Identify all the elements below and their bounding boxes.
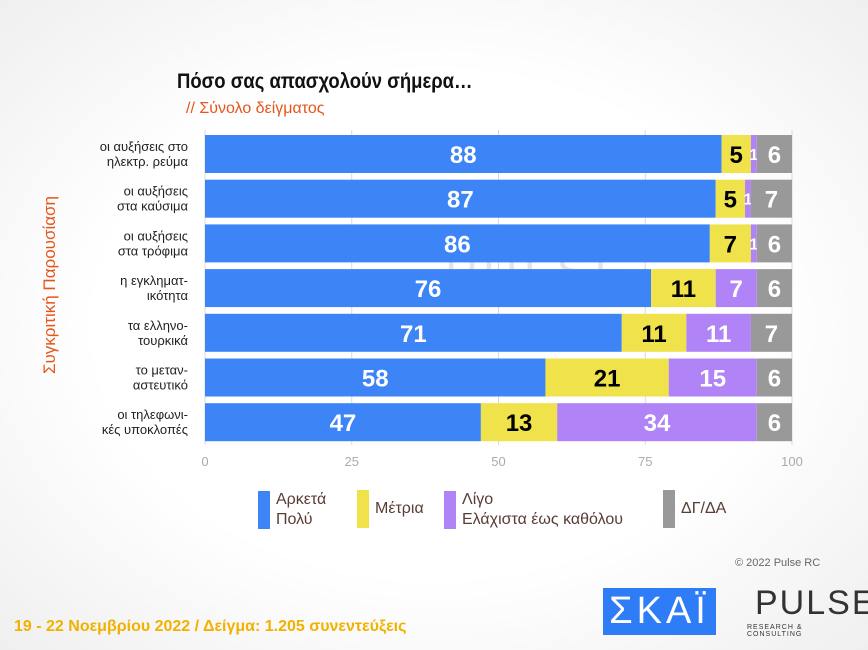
bar-segment xyxy=(745,179,751,218)
legend-label: Μέτρια xyxy=(375,500,424,517)
data-label: 58 xyxy=(362,366,389,393)
category-label: ικότητα xyxy=(147,288,189,303)
bar-segment xyxy=(205,179,716,218)
data-label: 21 xyxy=(594,366,621,393)
data-label: 11 xyxy=(706,321,731,348)
data-label: 6 xyxy=(768,231,781,258)
x-tick-label: 75 xyxy=(638,454,652,469)
legend-swatch xyxy=(444,491,456,529)
data-label: 13 xyxy=(506,410,533,437)
pulse-logo: PULSE RESEARCH & CONSULTING xyxy=(735,584,868,640)
data-label: 7 xyxy=(730,276,743,303)
data-label: 86 xyxy=(444,231,471,258)
legend-item: ΔΓ/ΔΑ xyxy=(663,490,726,528)
data-label: 6 xyxy=(768,276,781,303)
bar-segment xyxy=(715,179,746,218)
category-label: τουρκικά xyxy=(138,333,188,348)
bar-segment xyxy=(557,403,757,442)
data-label: 6 xyxy=(768,142,781,169)
data-label: 47 xyxy=(330,410,357,437)
skai-logo: ΣΚΑΪ xyxy=(603,588,716,635)
legend-label: ΔΓ/ΔΑ xyxy=(681,500,727,517)
data-label: 7 xyxy=(765,321,778,348)
bar-segment xyxy=(756,269,792,308)
bar-segment xyxy=(545,358,669,397)
bar-segment xyxy=(750,224,757,263)
bar-segment xyxy=(686,313,751,352)
data-label: 34 xyxy=(644,410,671,437)
bar-segment xyxy=(756,224,792,263)
legend-swatch xyxy=(663,490,675,528)
chart-subtitle: // Σύνολο δείγματος xyxy=(186,100,325,117)
category-label: η εγκληματ- xyxy=(120,273,188,288)
x-tick-label: 100 xyxy=(781,454,803,469)
data-label: 1 xyxy=(744,192,753,209)
data-label: 76 xyxy=(415,276,442,303)
bar-segment xyxy=(668,358,757,397)
legend-item: Λίγο Ελάχιστα έως καθόλου xyxy=(444,490,623,530)
legend-swatch xyxy=(357,490,369,528)
category-label: οι αυξήσεις xyxy=(124,184,188,199)
legend-swatch xyxy=(258,491,270,529)
data-label: 1 xyxy=(749,147,758,164)
legend-label: Λίγο Ελάχιστα έως καθόλου xyxy=(462,491,624,528)
data-label: 87 xyxy=(447,187,474,214)
category-label: κές υποκλοπές xyxy=(102,422,188,437)
bar-segment xyxy=(651,269,716,308)
bar-segment xyxy=(205,313,622,352)
bar-segment xyxy=(205,135,722,173)
data-label: 1 xyxy=(749,236,758,253)
bar-segment xyxy=(750,313,792,352)
legend-item: Μέτρια xyxy=(357,490,424,528)
bar-segment xyxy=(709,224,751,263)
data-label: 11 xyxy=(671,276,696,303)
bar-segment xyxy=(756,135,792,173)
x-tick-label: 25 xyxy=(345,454,359,469)
bar-segment xyxy=(750,135,757,173)
bar-segment xyxy=(621,313,687,352)
legend-item: Αρκετά Πολύ xyxy=(258,490,326,530)
bar-segment xyxy=(721,135,751,173)
data-label: 7 xyxy=(765,187,778,214)
survey-info: 19 - 22 Νοεμβρίου 2022 / Δείγμα: 1.205 σ… xyxy=(14,618,407,635)
category-label: το μεταν- xyxy=(136,363,188,378)
category-label: αστευτικό xyxy=(133,378,188,393)
pulse-logo-sub: RESEARCH & CONSULTING xyxy=(747,624,803,638)
chart-title: Πόσο σας απασχολούν σήμερα… xyxy=(177,70,473,93)
bar-segment xyxy=(715,269,757,308)
data-label: 71 xyxy=(400,321,427,348)
category-label: στα τρόφιμα xyxy=(118,243,189,258)
bar-segment xyxy=(756,358,792,397)
category-label: οι αυξήσεις xyxy=(124,228,188,243)
data-label: 7 xyxy=(724,231,737,258)
data-label: 6 xyxy=(768,366,781,393)
copyright: © 2022 Pulse RC xyxy=(735,557,821,569)
pulse-logo-text: PULSE xyxy=(755,584,868,622)
bar-segment xyxy=(205,358,546,397)
x-tick-label: 50 xyxy=(491,454,505,469)
bar-segment xyxy=(756,403,792,442)
bar-segment xyxy=(205,403,481,442)
data-label: 6 xyxy=(768,410,781,437)
bar-segment xyxy=(205,269,652,308)
data-label: 5 xyxy=(730,142,743,169)
category-label: οι τηλεφωνι- xyxy=(117,407,188,422)
category-label: τα ελληνο- xyxy=(128,318,188,333)
data-label: 88 xyxy=(450,142,477,169)
legend-label: Αρκετά Πολύ xyxy=(276,491,327,528)
bar-segment xyxy=(480,403,558,442)
data-label: 5 xyxy=(724,187,737,214)
bar-segment xyxy=(205,224,710,263)
category-label: ηλεκτρ. ρεύμα xyxy=(107,154,189,169)
bar-segment xyxy=(750,179,792,218)
category-label: οι αυξήσεις στο xyxy=(100,139,188,154)
category-label: στα καύσιμα xyxy=(117,199,188,214)
data-label: 15 xyxy=(699,366,726,393)
data-label: 11 xyxy=(641,321,666,348)
x-tick-label: 0 xyxy=(201,454,208,469)
